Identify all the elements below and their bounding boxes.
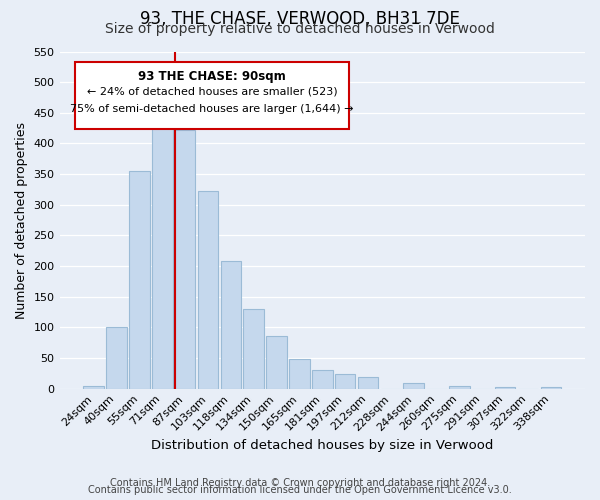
Bar (403, 382, 424, 388)
X-axis label: Distribution of detached houses by size in Verwood: Distribution of detached houses by size … (151, 440, 493, 452)
Bar (152, 114, 173, 388)
Bar (289, 360, 310, 388)
Bar (266, 336, 287, 388)
Bar (495, 387, 515, 388)
Bar (106, 328, 127, 388)
Bar (449, 386, 470, 388)
Text: 93, THE CHASE, VERWOOD, BH31 7DE: 93, THE CHASE, VERWOOD, BH31 7DE (140, 10, 460, 28)
Text: 75% of semi-detached houses are larger (1,644) →: 75% of semi-detached houses are larger (… (70, 104, 353, 114)
Bar (358, 377, 378, 388)
Bar (335, 374, 355, 388)
Bar (175, 130, 196, 388)
Bar (221, 261, 241, 388)
Text: Contains HM Land Registry data © Crown copyright and database right 2024.: Contains HM Land Registry data © Crown c… (110, 478, 490, 488)
Text: 93 THE CHASE: 90sqm: 93 THE CHASE: 90sqm (138, 70, 286, 83)
Bar (129, 171, 150, 388)
FancyBboxPatch shape (76, 62, 349, 129)
Bar (244, 309, 264, 388)
Text: Size of property relative to detached houses in Verwood: Size of property relative to detached ho… (105, 22, 495, 36)
Y-axis label: Number of detached properties: Number of detached properties (15, 122, 28, 318)
Bar (198, 192, 218, 388)
Bar (312, 370, 332, 388)
Bar (541, 387, 561, 388)
Text: Contains public sector information licensed under the Open Government Licence v3: Contains public sector information licen… (88, 485, 512, 495)
Bar (83, 386, 104, 388)
Text: ← 24% of detached houses are smaller (523): ← 24% of detached houses are smaller (52… (86, 87, 337, 97)
